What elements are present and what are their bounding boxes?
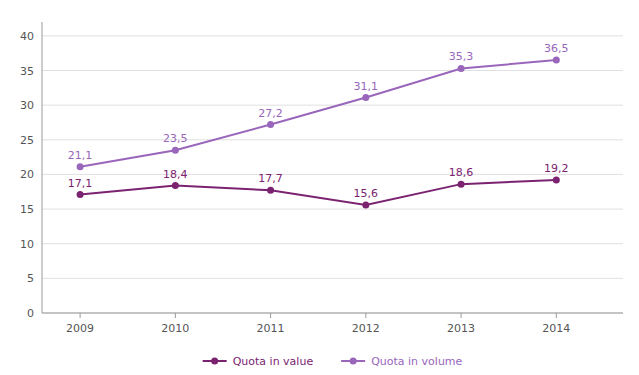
point	[362, 201, 369, 208]
x-tick-label: 2009	[66, 322, 94, 335]
data-label: 19,2	[544, 162, 569, 175]
x-tick	[175, 313, 176, 318]
y-tick-label: 0	[27, 307, 34, 320]
grid-line	[42, 278, 623, 279]
grid-line	[42, 70, 623, 71]
legend: Quota in value Quota in volume	[203, 355, 463, 368]
data-label: 17,7	[258, 172, 283, 185]
legend-label: Quota in value	[233, 355, 314, 368]
x-tick	[80, 313, 81, 318]
series-line	[80, 180, 556, 205]
x-axis: 2009 2010 2011 2012 2013 2014	[66, 313, 570, 335]
point	[458, 181, 465, 188]
point	[172, 147, 179, 154]
y-tick-label: 10	[20, 238, 34, 251]
data-label: 17,1	[68, 177, 93, 190]
x-tick	[556, 313, 557, 318]
y-tick-label: 35	[20, 65, 34, 78]
grid-line	[42, 139, 623, 140]
point	[553, 176, 560, 183]
data-label: 27,2	[258, 107, 283, 120]
data-label: 21,1	[68, 149, 93, 162]
point	[553, 57, 560, 64]
data-label: 18,4	[163, 168, 188, 181]
grid-line	[42, 243, 623, 244]
y-axis-line	[42, 22, 43, 313]
x-tick-label: 2013	[447, 322, 475, 335]
grid-line	[42, 209, 623, 210]
x-tick-label: 2012	[352, 322, 380, 335]
point	[77, 191, 84, 198]
grid-line	[42, 174, 623, 175]
x-tick-label: 2010	[161, 322, 189, 335]
data-label: 31,1	[354, 80, 379, 93]
marks	[77, 57, 560, 209]
data-labels: 17,1 18,4 17,7 15,6 18,6 19,2 21,1 23,5 27,2 31,1…	[68, 42, 569, 200]
x-tick-label: 2014	[542, 322, 570, 335]
point	[362, 94, 369, 101]
point	[172, 182, 179, 189]
legend-label: Quota in volume	[371, 355, 462, 368]
y-tick-label: 20	[20, 168, 34, 181]
point	[267, 121, 274, 128]
grid-line	[42, 105, 623, 106]
data-label: 18,6	[449, 166, 474, 179]
x-tick-label: 2011	[257, 322, 285, 335]
y-tick-label: 5	[27, 272, 34, 285]
point	[458, 65, 465, 72]
grid-line	[42, 313, 623, 314]
y-tick-label: 15	[20, 203, 34, 216]
data-label: 35,3	[449, 50, 474, 63]
legend-marker	[350, 358, 357, 365]
x-tick	[461, 313, 462, 318]
data-label: 23,5	[163, 132, 188, 145]
y-tick-label: 25	[20, 134, 34, 147]
legend-marker	[211, 358, 218, 365]
y-tick-label: 40	[20, 30, 34, 43]
data-label: 15,6	[354, 187, 379, 200]
x-tick	[270, 313, 271, 318]
legend-item: Quota in volume	[341, 355, 462, 368]
x-axis-line	[42, 313, 623, 314]
y-tick-label: 30	[20, 99, 34, 112]
x-tick	[365, 313, 366, 318]
legend-item: Quota in value	[203, 355, 314, 368]
chart: 0 5 10 15 20 25 30 35 40 2009 2010 2011 2012 2013 2014…	[0, 0, 639, 375]
point	[267, 187, 274, 194]
data-label: 36,5	[544, 42, 569, 55]
point	[77, 163, 84, 170]
y-grid: 0 5 10 15 20 25 30 35 40	[20, 30, 623, 320]
grid-line	[42, 35, 623, 36]
series-line	[80, 60, 556, 167]
